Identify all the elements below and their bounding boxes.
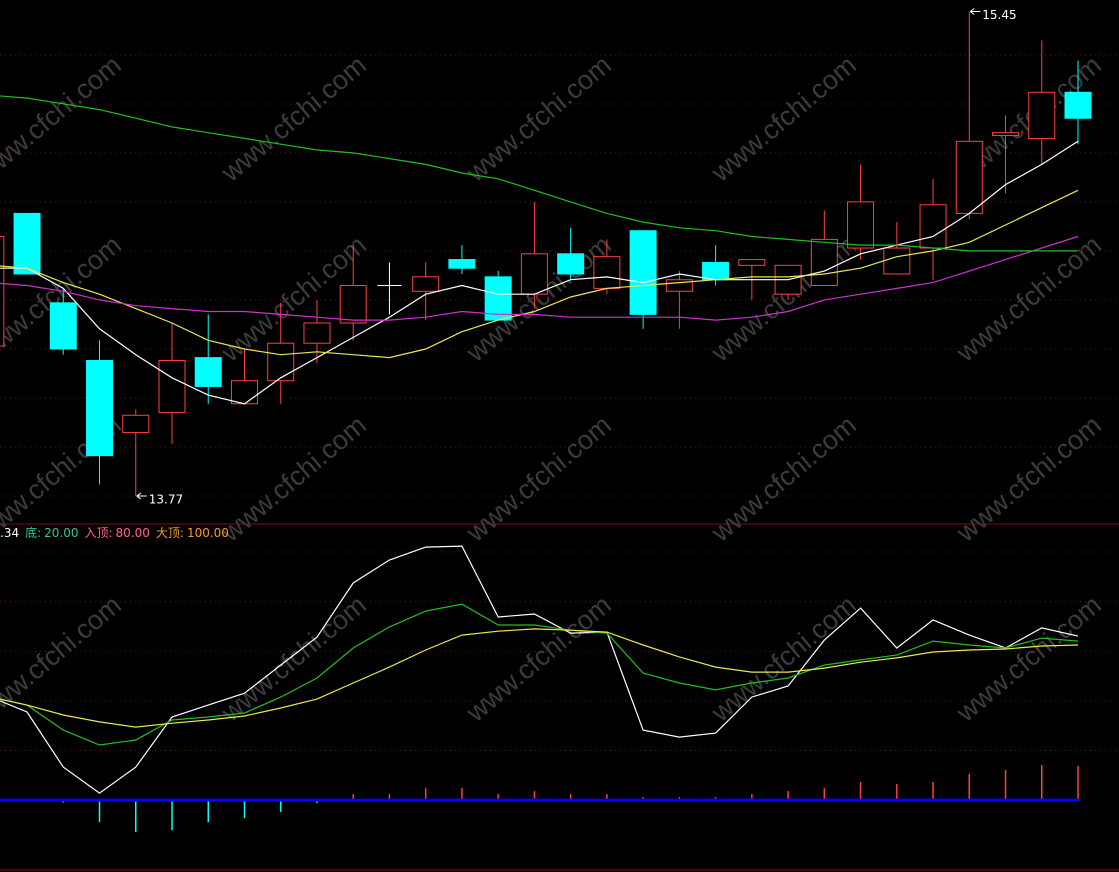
candle-body	[158, 359, 186, 413]
candle-body	[847, 201, 875, 249]
price-panel: 15.45 13.77	[0, 8, 1119, 507]
candle-body	[1028, 91, 1056, 139]
candle-body	[194, 357, 222, 387]
candle-body	[122, 414, 150, 434]
line-series	[0, 189, 1079, 359]
level-name: 入顶:	[85, 526, 113, 540]
candle-body	[955, 140, 983, 214]
candle-body	[738, 259, 766, 266]
annotation-arrow	[136, 492, 147, 500]
candle-body	[484, 276, 512, 321]
candle-body	[339, 285, 367, 324]
candle-body	[593, 256, 621, 289]
candle-body	[303, 322, 331, 344]
level-value: 20.00	[44, 526, 78, 540]
candle-body	[520, 253, 548, 295]
indicator-value: .34	[0, 526, 19, 540]
indicator-panel: .34 底: 20.00 入顶: 80.00 大顶: 100.00	[0, 525, 1119, 833]
level-name: 底:	[25, 525, 41, 540]
extreme-label: 15.45	[982, 8, 1016, 22]
candle-body	[810, 238, 838, 287]
line-series	[0, 95, 1078, 252]
candle-body	[230, 380, 258, 405]
line-series	[0, 235, 1079, 321]
candle-body	[883, 247, 911, 275]
candle-body	[49, 302, 77, 350]
candle-body	[1064, 91, 1092, 119]
candle-body	[992, 132, 1020, 137]
indicator-header: .34 底: 20.00 入顶: 80.00 大顶: 100.00	[0, 525, 229, 540]
extreme-label: 13.77	[149, 493, 183, 507]
level-name: 大顶:	[156, 526, 184, 540]
annotation-arrow	[969, 8, 981, 15]
candle-body	[557, 253, 585, 275]
candle-body	[702, 261, 730, 281]
line-series	[0, 628, 1079, 728]
candle-body	[412, 276, 440, 292]
candle-body	[665, 279, 693, 292]
level-value: 80.00	[116, 526, 150, 540]
candle-body	[448, 259, 476, 269]
candle-body	[919, 204, 947, 249]
candle-body	[13, 212, 41, 275]
candle-body	[0, 235, 5, 347]
line-series	[0, 603, 1079, 746]
level-value: 100.00	[187, 526, 229, 540]
candle-body	[86, 359, 114, 457]
candle-body	[629, 230, 657, 315]
line-series	[0, 545, 1079, 794]
candle-body	[267, 342, 295, 382]
